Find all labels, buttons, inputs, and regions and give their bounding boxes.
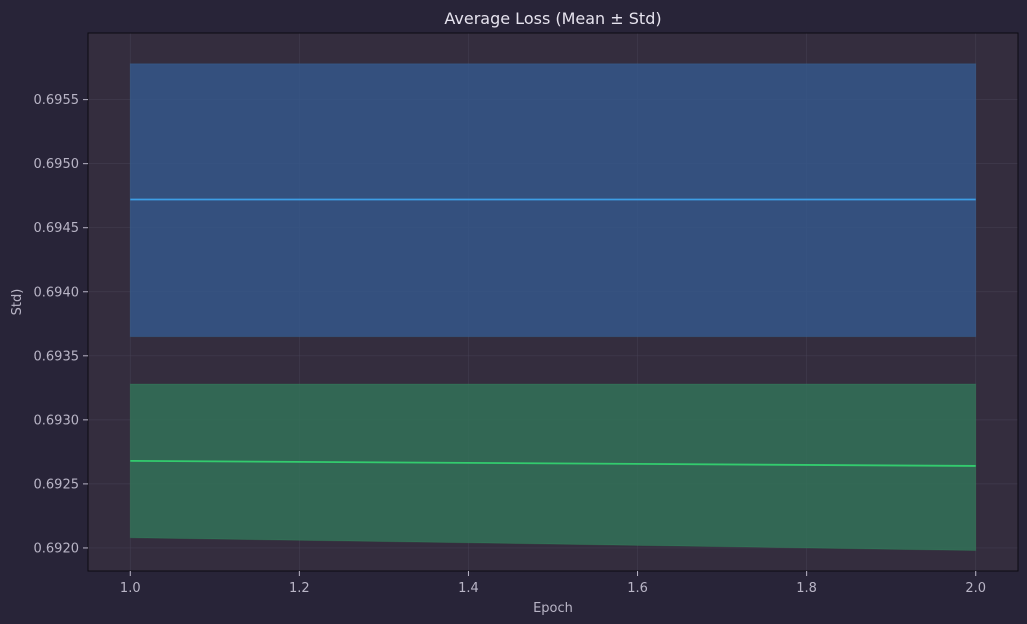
y-tick-label: 0.6955 (34, 93, 80, 108)
x-tick-label: 1.0 (120, 581, 141, 596)
y-axis-label: Std) (10, 289, 25, 316)
mean-lines (130, 198, 976, 467)
x-tick-label: 1.6 (627, 581, 648, 596)
y-tick-label: 0.6930 (34, 413, 80, 428)
y-tick-label: 0.6925 (34, 477, 80, 492)
x-tick-label: 1.2 (289, 581, 310, 596)
x-axis-ticks: 1.0 1.2 1.4 1.6 1.8 2.0 (120, 571, 986, 596)
std-bands (129, 63, 977, 552)
plot-frame (87, 32, 1019, 572)
y-tick-label: 0.6950 (34, 157, 80, 172)
y-axis-ticks: 0.6920 0.6925 0.6930 0.6935 0.6940 0.6945 0.69… (34, 93, 88, 556)
y-tick-label: 0.6935 (34, 349, 80, 364)
y-tick-label: 0.6940 (34, 285, 80, 300)
mean-line-series-2 (130, 459, 976, 467)
x-tick-label: 1.8 (796, 581, 817, 596)
std-band-series-2 (129, 383, 977, 552)
y-tick-label: 0.6920 (34, 541, 80, 556)
x-axis-label: Epoch (533, 601, 573, 616)
x-tick-label: 1.4 (458, 581, 479, 596)
x-tick-label: 2.0 (965, 581, 986, 596)
chart-title: Average Loss (Mean ± Std) (444, 9, 661, 28)
y-tick-label: 0.6945 (34, 221, 80, 236)
